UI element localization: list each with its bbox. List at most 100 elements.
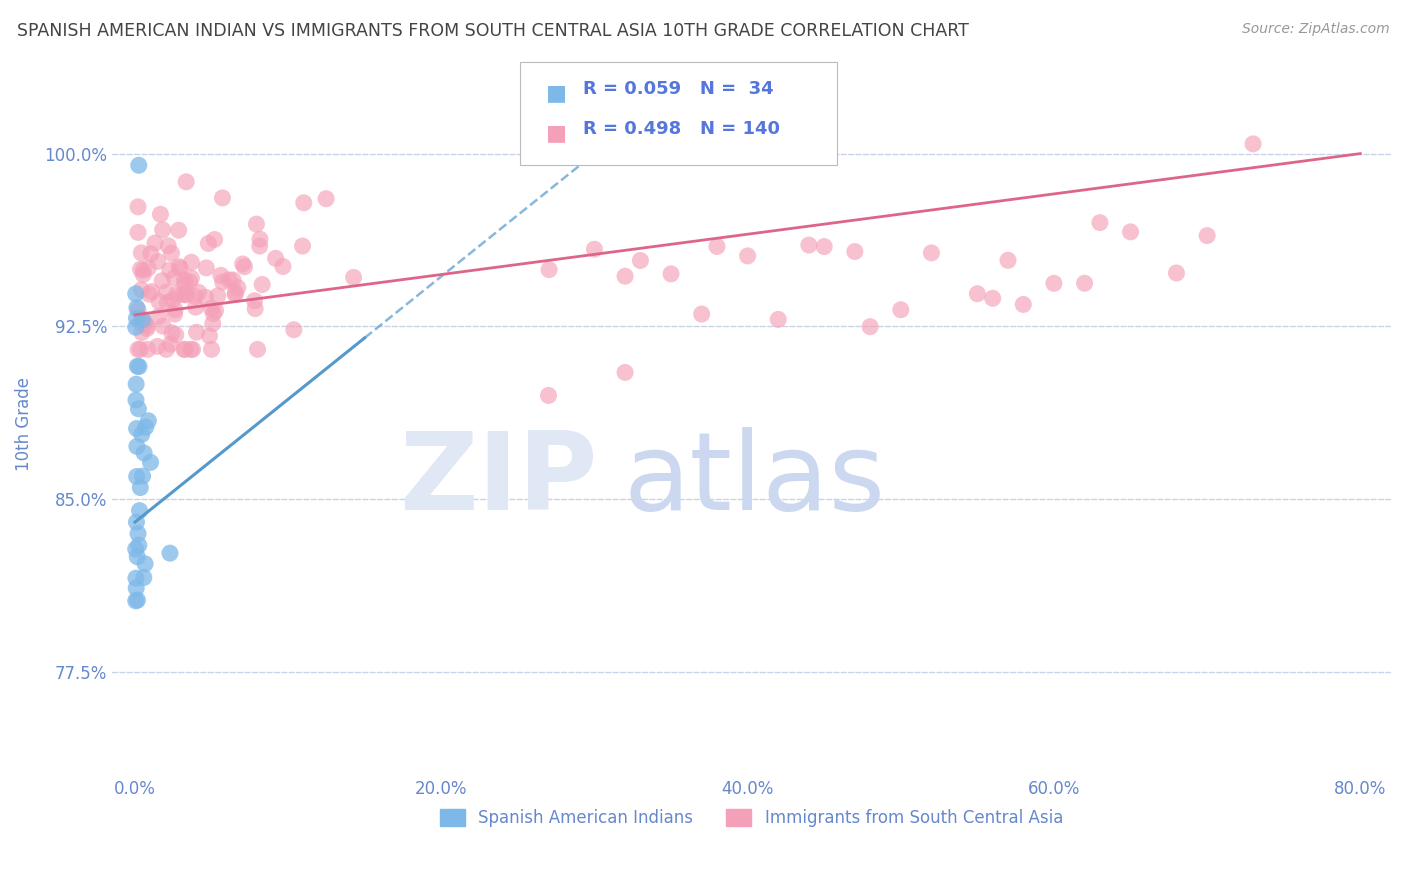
Point — [163, 307, 186, 321]
Point — [211, 275, 233, 289]
Point — [132, 263, 155, 277]
Point — [125, 286, 148, 301]
Point — [170, 287, 193, 301]
Text: R = 0.498   N = 140: R = 0.498 N = 140 — [583, 120, 780, 138]
Point — [690, 307, 713, 321]
Point — [131, 283, 153, 297]
Point — [152, 319, 174, 334]
Point — [737, 249, 759, 263]
Point — [1166, 266, 1188, 280]
Point — [136, 343, 159, 357]
Point — [243, 293, 266, 308]
Point — [271, 260, 294, 274]
Point — [125, 515, 148, 529]
Point — [233, 260, 256, 274]
Point — [128, 158, 150, 172]
Point — [1043, 277, 1066, 291]
Point — [200, 301, 222, 315]
Text: R = 0.059   N =  34: R = 0.059 N = 34 — [583, 80, 775, 98]
Point — [180, 255, 202, 269]
Point — [134, 446, 156, 460]
Point — [131, 326, 153, 340]
Text: SPANISH AMERICAN INDIAN VS IMMIGRANTS FROM SOUTH CENTRAL ASIA 10TH GRADE CORRELA: SPANISH AMERICAN INDIAN VS IMMIGRANTS FR… — [17, 22, 969, 40]
Point — [169, 261, 191, 276]
Point — [127, 526, 149, 541]
Point — [149, 207, 172, 221]
Point — [179, 275, 201, 289]
Point — [125, 571, 148, 585]
Point — [997, 253, 1019, 268]
Point — [197, 236, 219, 251]
Point — [125, 542, 148, 557]
Point — [127, 343, 149, 357]
Point — [131, 427, 153, 442]
Point — [966, 286, 988, 301]
Text: ■: ■ — [546, 123, 567, 143]
Point — [141, 285, 163, 299]
Point — [659, 267, 682, 281]
Point — [1088, 216, 1111, 230]
Point — [129, 343, 152, 357]
Point — [127, 359, 149, 374]
Point — [174, 288, 197, 302]
Point — [844, 244, 866, 259]
Point — [249, 232, 271, 246]
Point — [125, 320, 148, 334]
Legend: Spanish American Indians, Immigrants from South Central Asia: Spanish American Indians, Immigrants fro… — [433, 803, 1070, 834]
Point — [184, 300, 207, 314]
Point — [148, 310, 170, 324]
Point — [224, 285, 246, 300]
Point — [146, 254, 169, 268]
Point — [131, 312, 153, 326]
Point — [202, 307, 225, 321]
Point — [128, 359, 150, 374]
Point — [195, 260, 218, 275]
Point — [706, 239, 728, 253]
Point — [342, 270, 364, 285]
Point — [173, 277, 195, 292]
Point — [125, 421, 148, 435]
Point — [768, 312, 790, 326]
Point — [628, 253, 651, 268]
Point — [136, 414, 159, 428]
Point — [159, 546, 181, 560]
Point — [201, 317, 224, 331]
Point — [125, 439, 148, 453]
Point — [583, 242, 606, 256]
Point — [127, 226, 149, 240]
Point — [981, 291, 1004, 305]
Point — [136, 321, 159, 335]
Point — [125, 392, 148, 407]
Point — [127, 593, 149, 607]
Point — [180, 343, 202, 357]
Point — [859, 319, 882, 334]
Point — [920, 245, 942, 260]
Text: ■: ■ — [546, 83, 567, 103]
Point — [184, 289, 207, 303]
Point — [129, 262, 152, 277]
Point — [222, 273, 245, 287]
Point — [129, 316, 152, 330]
Point — [890, 302, 912, 317]
Point — [135, 420, 157, 434]
Point — [1119, 225, 1142, 239]
Text: Source: ZipAtlas.com: Source: ZipAtlas.com — [1241, 22, 1389, 37]
Point — [127, 303, 149, 318]
Point — [173, 273, 195, 287]
Point — [125, 311, 148, 326]
Point — [125, 301, 148, 315]
Point — [186, 325, 208, 339]
Point — [125, 581, 148, 595]
Point — [155, 343, 177, 357]
Point — [138, 287, 160, 301]
Point — [538, 262, 561, 277]
Point — [127, 549, 149, 564]
Point — [292, 195, 315, 210]
Point — [204, 232, 226, 246]
Text: atlas: atlas — [623, 427, 886, 533]
Point — [797, 238, 820, 252]
Point — [1241, 136, 1264, 151]
Point — [159, 263, 181, 277]
Point — [136, 261, 159, 276]
Point — [194, 290, 217, 304]
